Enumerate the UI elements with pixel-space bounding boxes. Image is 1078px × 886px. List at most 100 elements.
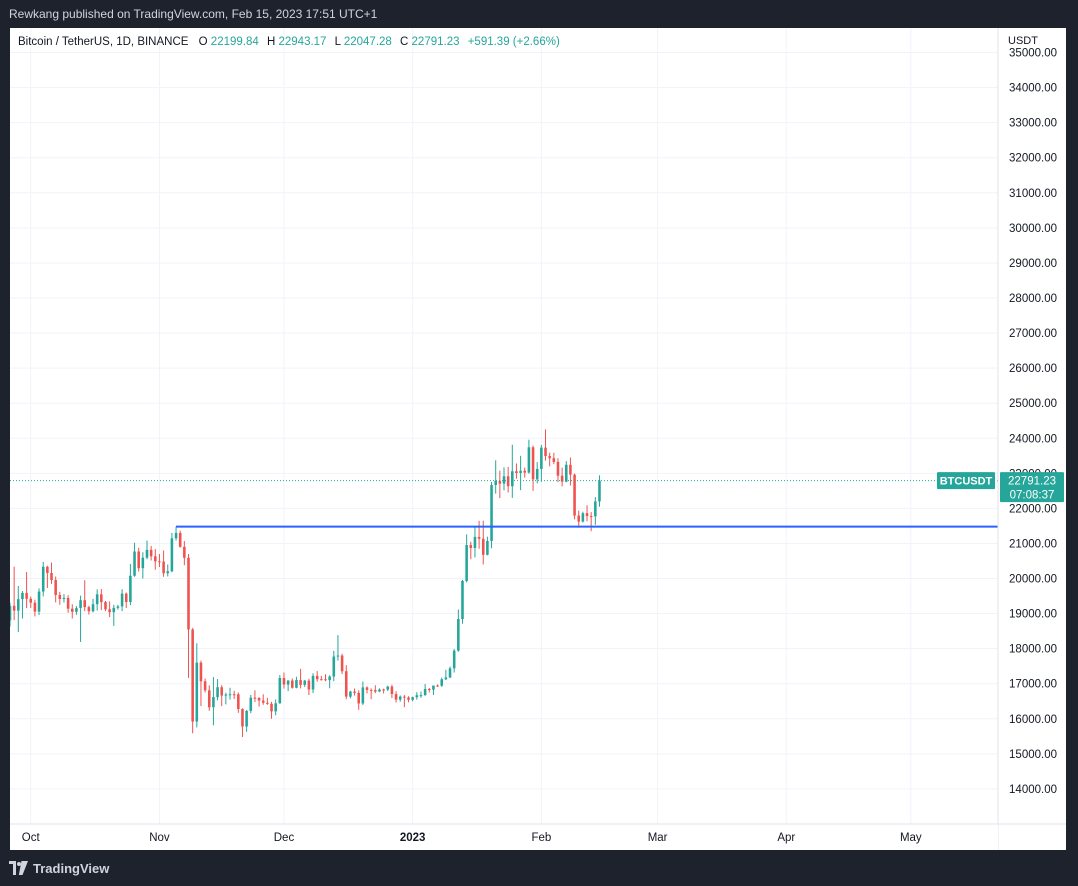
close-label: C (400, 36, 408, 48)
candle (390, 684, 394, 699)
candle-body (133, 551, 136, 576)
price-tick-label: 32000.00 (1009, 153, 1057, 165)
candle-body (303, 680, 307, 685)
candle-body (228, 694, 232, 696)
time-axis-labels: Oct Nov Dec 2023 Feb Mar Apr May (22, 832, 922, 844)
candle (523, 467, 527, 478)
candle-body (37, 591, 41, 612)
high-value: 22943.17 (278, 36, 326, 48)
candle (241, 708, 244, 738)
time-tick-label: Feb (531, 832, 551, 844)
candle-body (560, 475, 564, 482)
candle-body (585, 513, 589, 517)
price-tick-label: 14000.00 (1009, 784, 1057, 796)
price-axis-bg[interactable] (998, 28, 1066, 850)
candle-body (278, 678, 282, 704)
tradingview-logo[interactable]: TradingView (9, 860, 109, 876)
candle (108, 601, 111, 618)
candle-body (154, 556, 157, 562)
candle-body (415, 695, 419, 698)
candle-body (87, 607, 91, 612)
candle (37, 588, 41, 616)
vertical-gridlines (30, 28, 912, 824)
candle (191, 627, 194, 734)
candle (573, 473, 576, 520)
price-tick-label: 22000.00 (1009, 503, 1057, 515)
candle-body (187, 557, 190, 630)
chart-panel[interactable]: 35000.00 34000.00 33000.00 32000.00 31000.00… (10, 28, 1066, 850)
time-axis-bg[interactable] (10, 824, 998, 850)
candle-body (320, 679, 323, 681)
candle (216, 679, 219, 701)
candle (290, 678, 294, 689)
candle (548, 452, 551, 467)
symbol-title: Bitcoin / TetherUS, 1D, BINANCE (18, 36, 189, 48)
candle-body (344, 671, 348, 697)
candlestick-chart[interactable]: 35000.00 34000.00 33000.00 32000.00 31000.00… (10, 28, 1066, 850)
candle-body (598, 480, 601, 502)
candles (10, 429, 601, 738)
candle-body (295, 680, 298, 688)
candle-body (261, 700, 265, 703)
candle-body (124, 593, 128, 603)
candle (444, 669, 448, 681)
price-tick-label: 20000.00 (1009, 574, 1057, 586)
candle-body (203, 681, 207, 691)
candle-body (54, 579, 57, 595)
candle-body (556, 461, 560, 476)
candle-body (581, 513, 585, 522)
candle (286, 680, 290, 692)
candle-body (46, 566, 49, 573)
candle-body (511, 471, 514, 487)
candle-body (361, 687, 365, 704)
price-tick-label: 26000.00 (1009, 363, 1057, 375)
candle (436, 684, 439, 687)
time-tick-label: Oct (22, 832, 41, 844)
candle-body (249, 697, 253, 711)
candle-body (41, 566, 45, 592)
candle-body (577, 515, 581, 522)
candle-body (419, 695, 423, 697)
candle (432, 685, 435, 695)
candle (104, 600, 107, 612)
candle (87, 605, 91, 615)
candle (361, 681, 365, 705)
candle-body (365, 687, 369, 690)
candle (129, 564, 132, 606)
candle (249, 694, 253, 714)
candle (170, 532, 174, 573)
candle-body (178, 532, 182, 547)
candle (473, 527, 477, 558)
close-value: 22791.23 (412, 36, 460, 48)
candle (70, 604, 74, 619)
candle (58, 591, 62, 605)
candle-body (502, 476, 506, 484)
candle (398, 695, 402, 702)
candle (270, 701, 273, 719)
currency-label: USDT (1008, 35, 1038, 47)
candle (486, 536, 489, 556)
candle (12, 566, 16, 621)
candle (278, 674, 282, 704)
candle-body (523, 470, 527, 473)
candle-body (75, 608, 78, 612)
candle (440, 677, 444, 687)
candle-body (216, 687, 219, 698)
candle-body (440, 679, 444, 686)
candle (477, 520, 481, 549)
price-tick-label: 18000.00 (1009, 644, 1057, 656)
candle (315, 671, 319, 682)
candle-body (286, 680, 290, 685)
candle (374, 685, 377, 694)
bar-countdown-text: 07:08:37 (1010, 490, 1055, 502)
candle (419, 691, 423, 698)
candle-body (515, 471, 518, 474)
candle-body (407, 697, 410, 700)
candle-body (473, 536, 477, 548)
candle (407, 696, 410, 703)
candle-body (191, 629, 194, 722)
candle (357, 690, 360, 710)
candle (585, 505, 589, 522)
candle (481, 520, 485, 565)
candle-body (21, 592, 24, 600)
